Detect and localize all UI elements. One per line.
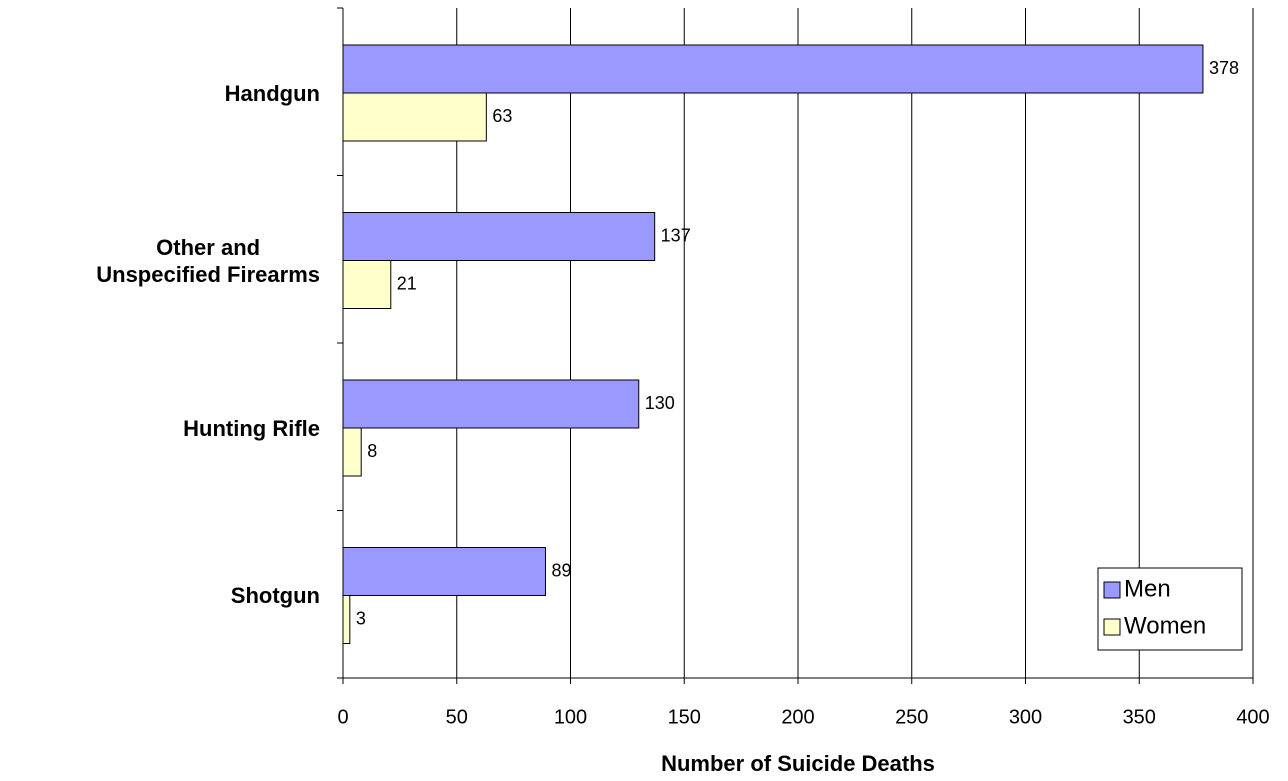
x-tick-label: 250 xyxy=(895,706,928,728)
bar xyxy=(342,595,351,644)
y-tick-label: Other and Unspecified Firearms xyxy=(0,213,320,309)
bar xyxy=(342,260,392,309)
x-tick-label: 200 xyxy=(781,706,814,728)
legend-label: Men xyxy=(1124,575,1171,602)
category-label: Handgun xyxy=(224,80,320,106)
legend-swatch xyxy=(1103,581,1121,599)
x-tick-label: 50 xyxy=(446,706,468,728)
data-label: 8 xyxy=(367,441,377,461)
x-tick-label: 150 xyxy=(668,706,701,728)
x-tick-label: 100 xyxy=(554,706,587,728)
x-tick-label: 350 xyxy=(1123,706,1156,728)
x-tick-label: 0 xyxy=(337,706,348,728)
x-axis-title: Number of Suicide Deaths xyxy=(661,751,935,776)
category-label: Shotgun xyxy=(230,583,320,608)
category-label: Hunting Rifle xyxy=(183,415,320,441)
data-label: 378 xyxy=(1209,58,1239,78)
bar xyxy=(342,379,640,429)
data-label: 137 xyxy=(661,225,691,245)
bar xyxy=(342,212,656,261)
legend-label: Women xyxy=(1124,612,1206,639)
bar xyxy=(342,92,487,142)
y-tick-label: Hunting Rifle xyxy=(0,380,320,476)
x-tick-label: 400 xyxy=(1236,706,1269,728)
legend-swatch xyxy=(1103,618,1121,636)
bar xyxy=(342,547,546,596)
data-label: 63 xyxy=(492,106,512,126)
data-label: 130 xyxy=(645,393,675,413)
data-label: 21 xyxy=(397,273,417,293)
data-label: 89 xyxy=(551,560,571,580)
bar xyxy=(342,427,362,477)
data-label: 3 xyxy=(356,608,366,628)
bar xyxy=(342,44,1204,94)
category-label: Other and Unspecified Firearms xyxy=(96,234,320,287)
x-tick-label: 300 xyxy=(1009,706,1042,728)
legend-box xyxy=(1097,567,1243,651)
y-tick-label: Shotgun xyxy=(0,548,320,644)
y-tick-label: Handgun xyxy=(0,45,320,141)
